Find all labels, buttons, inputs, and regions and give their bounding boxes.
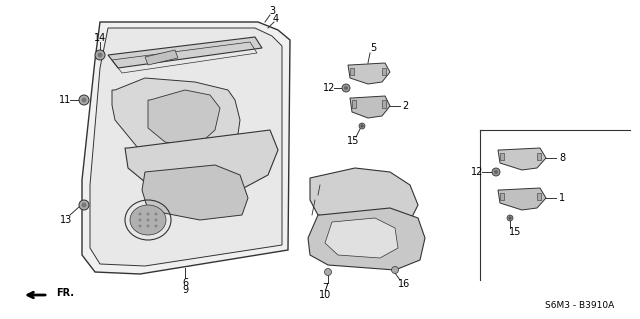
Polygon shape <box>108 37 262 68</box>
Text: 3: 3 <box>269 6 275 16</box>
Polygon shape <box>82 22 290 274</box>
Ellipse shape <box>97 53 102 57</box>
Ellipse shape <box>147 212 150 216</box>
Text: 12: 12 <box>471 167 483 177</box>
Text: 7: 7 <box>322 283 328 293</box>
Ellipse shape <box>154 212 157 216</box>
Ellipse shape <box>79 95 89 105</box>
Text: 15: 15 <box>509 227 521 237</box>
Ellipse shape <box>81 98 86 102</box>
Polygon shape <box>348 63 390 84</box>
Ellipse shape <box>138 212 141 216</box>
Polygon shape <box>145 50 178 65</box>
Polygon shape <box>382 100 386 108</box>
Ellipse shape <box>324 269 332 276</box>
Text: S6M3 - B3910A: S6M3 - B3910A <box>545 300 614 309</box>
Ellipse shape <box>81 203 86 207</box>
Ellipse shape <box>360 124 364 128</box>
Polygon shape <box>382 68 386 75</box>
Polygon shape <box>498 188 546 210</box>
Ellipse shape <box>494 170 498 174</box>
Ellipse shape <box>509 217 511 219</box>
Text: 9: 9 <box>182 285 188 295</box>
Polygon shape <box>537 193 541 200</box>
Ellipse shape <box>147 225 150 227</box>
Text: 15: 15 <box>347 136 359 146</box>
Text: 4: 4 <box>273 14 279 24</box>
Text: FR.: FR. <box>56 288 74 298</box>
Text: 16: 16 <box>398 279 410 289</box>
Ellipse shape <box>342 84 350 92</box>
Polygon shape <box>112 78 240 170</box>
Polygon shape <box>308 208 425 270</box>
Polygon shape <box>498 148 546 170</box>
Ellipse shape <box>344 86 348 90</box>
Ellipse shape <box>95 50 105 60</box>
Ellipse shape <box>392 266 399 273</box>
Ellipse shape <box>492 168 500 176</box>
Polygon shape <box>142 165 248 220</box>
Text: 1: 1 <box>559 193 565 203</box>
Text: 11: 11 <box>59 95 71 105</box>
Text: 14: 14 <box>94 33 106 43</box>
Text: 8: 8 <box>559 153 565 163</box>
Ellipse shape <box>359 123 365 129</box>
Text: 2: 2 <box>402 101 408 111</box>
Polygon shape <box>125 130 278 190</box>
Polygon shape <box>350 96 390 118</box>
Ellipse shape <box>154 225 157 227</box>
Text: 6: 6 <box>182 278 188 288</box>
Ellipse shape <box>147 219 150 221</box>
Ellipse shape <box>130 205 166 235</box>
Polygon shape <box>148 90 220 148</box>
Text: 10: 10 <box>319 290 331 300</box>
Ellipse shape <box>138 225 141 227</box>
Ellipse shape <box>507 215 513 221</box>
Polygon shape <box>537 153 541 160</box>
Polygon shape <box>500 153 504 160</box>
Text: 12: 12 <box>323 83 335 93</box>
Ellipse shape <box>79 200 89 210</box>
Polygon shape <box>325 218 398 258</box>
Polygon shape <box>352 100 356 108</box>
Text: 13: 13 <box>60 215 72 225</box>
Polygon shape <box>500 193 504 200</box>
Text: 5: 5 <box>370 43 376 53</box>
Polygon shape <box>310 168 418 230</box>
Polygon shape <box>350 68 354 75</box>
Ellipse shape <box>154 219 157 221</box>
Polygon shape <box>90 28 282 266</box>
Ellipse shape <box>138 219 141 221</box>
